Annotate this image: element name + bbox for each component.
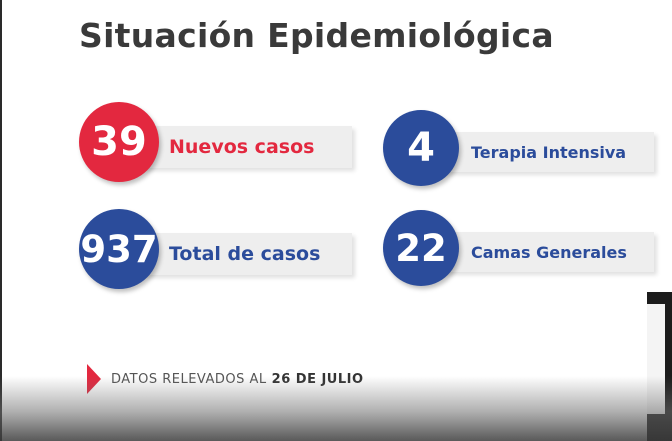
- page-title: Situación Epidemiológica: [79, 16, 554, 55]
- stat-label: Camas Generales: [429, 232, 654, 272]
- stat-value: 937: [79, 209, 159, 289]
- stat-total-casos: Total de casos 937: [79, 209, 352, 289]
- footer-note: DATOS RELEVADOS AL 26 DE JULIO: [87, 364, 364, 394]
- stat-label: Total de casos: [127, 233, 352, 275]
- footer-text: DATOS RELEVADOS AL: [111, 371, 267, 387]
- stat-nuevos-casos: Nuevos casos 39: [79, 102, 352, 182]
- stat-camas-generales: Camas Generales 22: [383, 210, 654, 290]
- stat-value: 22: [383, 210, 459, 286]
- stat-terapia-intensiva: Terapia Intensiva 4: [383, 110, 654, 190]
- stat-label: Terapia Intensiva: [429, 132, 654, 172]
- triangle-right-icon: [87, 364, 101, 394]
- footer-date: 26 DE JULIO: [271, 371, 364, 387]
- stat-value: 39: [79, 102, 159, 182]
- stat-value: 4: [383, 110, 459, 186]
- video-frame-inner: [647, 304, 665, 414]
- stat-label: Nuevos casos: [127, 126, 352, 168]
- video-left-edge: [0, 0, 2, 441]
